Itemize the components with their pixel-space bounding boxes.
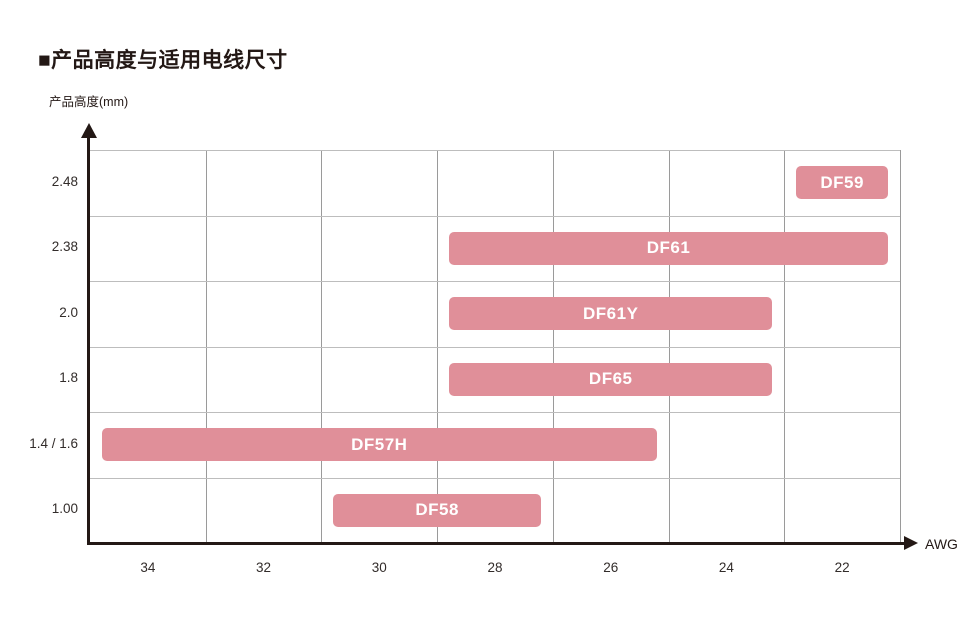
y-axis-line <box>87 133 90 545</box>
horizontal-gridline <box>90 477 900 479</box>
product-range-bar: DF59 <box>796 166 888 200</box>
product-range-bar: DF57H <box>102 428 657 462</box>
x-axis-line <box>87 542 905 545</box>
bar-label: DF61 <box>646 238 691 258</box>
x-axis-tick-label: 26 <box>603 560 619 575</box>
horizontal-gridline <box>90 215 900 217</box>
x-axis-title: AWG <box>925 536 958 552</box>
x-axis-tick-label: 34 <box>140 560 156 575</box>
vertical-gridline <box>900 150 901 543</box>
y-axis-tick-label: 1.00 <box>51 501 78 517</box>
bar-label: DF65 <box>588 369 633 389</box>
product-range-bar: DF65 <box>449 362 773 396</box>
x-axis-tick-label: 30 <box>371 560 387 575</box>
y-axis-tick-label: 2.38 <box>51 239 78 255</box>
product-range-bar: DF58 <box>333 493 541 527</box>
chart-title: ■产品高度与适用电线尺寸 <box>38 49 288 72</box>
x-axis-tick-label: 32 <box>256 560 272 575</box>
horizontal-gridline <box>90 281 900 282</box>
horizontal-gridline <box>90 346 900 348</box>
product-range-bar: DF61 <box>449 231 888 265</box>
x-axis-tick-label: 24 <box>718 560 734 575</box>
y-axis-tick-label: 2.0 <box>59 304 78 320</box>
y-axis-tick-label: 1.8 <box>59 370 78 386</box>
y-axis-tick-label: 2.48 <box>51 173 78 189</box>
bar-label: DF58 <box>415 500 459 520</box>
product-range-bar: DF61Y <box>449 297 773 331</box>
horizontal-gridline <box>90 150 900 151</box>
bar-label: DF61Y <box>583 303 639 323</box>
y-axis-title: 产品高度(mm) <box>49 95 129 109</box>
bar-label: DF59 <box>820 172 864 192</box>
x-axis-tick-label: 28 <box>487 560 503 575</box>
x-axis-tick-label: 22 <box>834 560 850 575</box>
y-axis-tick-label: 1.4 / 1.6 <box>29 435 78 451</box>
x-axis-arrow-icon <box>904 536 918 550</box>
y-axis-arrow-icon <box>81 123 97 138</box>
horizontal-gridline <box>90 412 900 413</box>
bar-label: DF57H <box>351 434 408 454</box>
